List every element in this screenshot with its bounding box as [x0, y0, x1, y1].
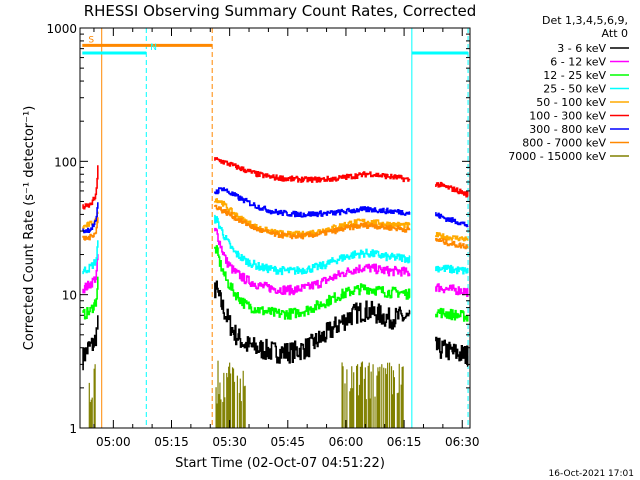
legend-label: 300 - 800 keV — [529, 123, 606, 136]
series-high-energy-spikes — [88, 360, 404, 428]
series-line-0 — [82, 315, 99, 371]
legend-label: 3 - 6 keV — [557, 42, 606, 55]
series-line-5 — [214, 157, 411, 183]
plot-frame — [79, 27, 471, 429]
x-tick-label: 06:30 — [445, 435, 480, 449]
x-tick-label: 06:00 — [329, 435, 364, 449]
legend-label: 12 - 25 keV — [543, 69, 606, 82]
chart-title: RHESSI Observing Summary Count Rates, Co… — [84, 2, 477, 20]
series-line-7 — [435, 237, 469, 250]
series-line-6 — [435, 212, 469, 228]
legend-label: 6 - 12 keV — [550, 56, 606, 69]
y-tick-label: 10 — [62, 289, 77, 303]
x-axis-label: Start Time (02-Oct-07 04:51:22) — [175, 456, 385, 471]
axes: 1 10 100 1000 05:00 05:15 05:30 05:45 06:00 06:15… — [46, 22, 479, 449]
legend-label: 7000 - 15000 keV — [508, 150, 606, 163]
state-bar-label-0: S — [88, 35, 94, 45]
series-line-0 — [435, 336, 469, 367]
x-tick-label: 05:45 — [270, 435, 305, 449]
x-tick-label: 06:15 — [387, 435, 422, 449]
x-tick-label: 05:00 — [96, 435, 131, 449]
series-line-5 — [435, 181, 469, 198]
series-line-2 — [435, 307, 469, 322]
y-axis-label: Corrected Count Rate (s⁻¹ detector⁻¹) — [22, 106, 37, 351]
series-line-6 — [82, 202, 99, 234]
series-100-300-kev — [82, 157, 469, 210]
series-line-3 — [435, 264, 469, 275]
legend-header: Det 1,3,4,5,6,9, — [542, 14, 628, 27]
series-line-5 — [82, 165, 99, 210]
series-line-1 — [214, 227, 411, 296]
series-line-0 — [214, 280, 411, 364]
x-tick-label: 05:30 — [212, 435, 247, 449]
series-line-7 — [82, 217, 99, 241]
series-line-2 — [214, 245, 411, 320]
legend-label: 800 - 7000 keV — [522, 137, 606, 150]
series-line-6 — [214, 187, 411, 218]
series-25-50-kev — [82, 214, 469, 276]
series-line-1 — [435, 283, 469, 297]
footer-timestamp: 16-Oct-2021 17:01 — [549, 469, 634, 479]
legend-label: 50 - 100 keV — [536, 96, 606, 109]
series-line-3 — [214, 214, 411, 276]
y-tick-label: 1000 — [46, 22, 77, 36]
series-line-1 — [82, 254, 99, 294]
series-line-3 — [82, 240, 99, 275]
series-800-7000-kev — [82, 204, 469, 250]
series-3-6-kev — [82, 280, 469, 371]
series-line-2 — [82, 276, 99, 320]
legend-label: 100 - 300 keV — [529, 110, 606, 123]
series-300-800-kev — [82, 187, 469, 234]
series-12-25-kev — [82, 245, 469, 322]
state-bar-label-1: N — [150, 43, 157, 53]
series-line-7 — [214, 204, 411, 240]
y-tick-label: 100 — [54, 155, 77, 169]
series-6-12-kev — [82, 227, 469, 297]
y-tick-label: 1 — [69, 422, 77, 436]
legend-header: Att 0 — [602, 27, 628, 40]
legend-label: 25 - 50 keV — [543, 83, 606, 96]
series-line-4 — [214, 198, 411, 238]
x-tick-label: 05:15 — [154, 435, 189, 449]
series-line-4 — [435, 232, 469, 242]
plot-area: SN — [82, 28, 469, 428]
